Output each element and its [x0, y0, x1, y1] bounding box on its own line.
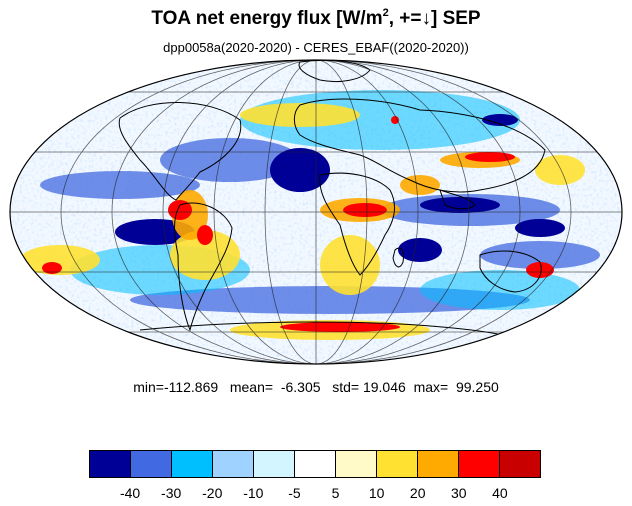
- colorbar-segment: [459, 451, 500, 477]
- world-map: [9, 59, 623, 365]
- colorbar-segment: [336, 451, 377, 477]
- colorbar-tick-label: 10: [368, 485, 385, 501]
- colorbar-segment: [172, 451, 213, 477]
- colorbar-tick-label: -10: [243, 485, 264, 501]
- statistics-line: min=-112.869 mean= -6.305 std= 19.046 ma…: [133, 379, 499, 395]
- colorbar-segment: [295, 451, 336, 477]
- colorbar-tick-label: 40: [492, 485, 508, 501]
- colorbar-segment: [90, 451, 131, 477]
- colorbar-tick-label: 5: [331, 485, 340, 501]
- colorbar-tick-label: 20: [409, 485, 426, 501]
- colorbar-tick-label: 30: [451, 485, 467, 501]
- colorbar-segment: [418, 451, 459, 477]
- colorbar-segment: [377, 451, 418, 477]
- colorbar-segment: [500, 451, 540, 477]
- colorbar-tick-label: -30: [161, 485, 182, 501]
- colorbar-tick-label: -20: [202, 485, 223, 501]
- colorbar: [89, 450, 541, 478]
- colorbar-segment: [254, 451, 295, 477]
- plot-subtitle: dpp0058a(2020-2020) - CERES_EBAF((2020-2…: [163, 40, 469, 55]
- colorbar-tick-label: -40: [119, 485, 141, 501]
- colorbar-segment: [131, 451, 172, 477]
- colorbar-segment: [213, 451, 254, 477]
- plot-title: TOA net energy flux [W/m2, +=↓] SEP: [151, 7, 481, 29]
- colorbar-tick-label: -5: [288, 485, 301, 501]
